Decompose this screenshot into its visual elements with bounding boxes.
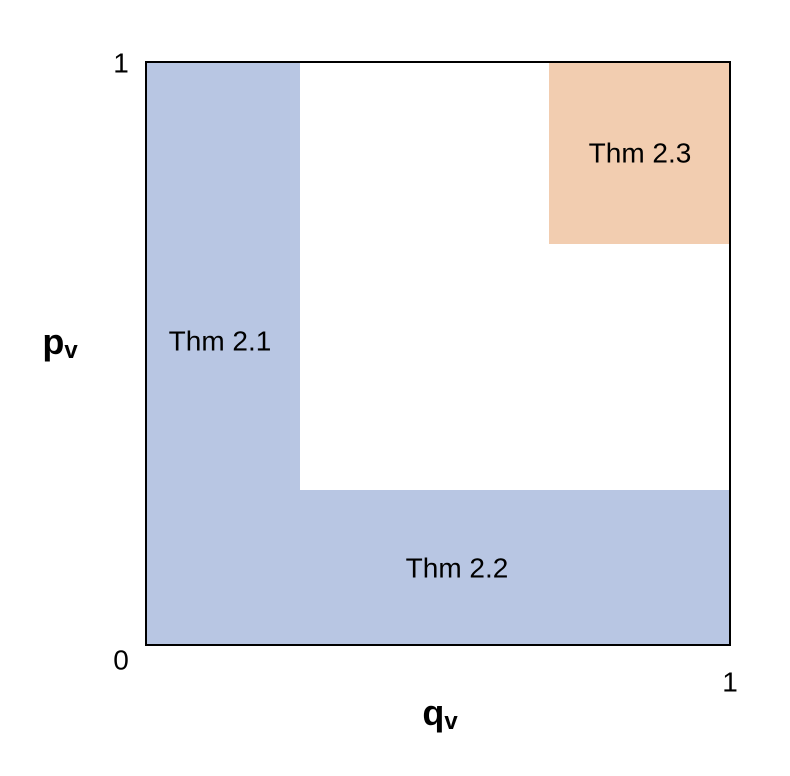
y-axis-title-main: p [42,321,64,362]
y-axis-title: pv [42,321,78,365]
y-top-label: 1 [113,47,129,78]
region-thm-2-3 [549,62,730,244]
region-label: Thm 2.3 [589,137,692,168]
region-label: Thm 2.2 [406,552,509,583]
y-axis-title-sub: v [64,337,78,364]
x-axis-title-sub: v [444,708,458,735]
unit-square [145,61,731,646]
x-right-label: 1 [722,666,738,697]
x-axis-title-main: q [422,692,444,733]
x-axis-title: qv [422,692,458,736]
region-label: Thm 2.1 [169,325,272,356]
origin-label: 0 [113,644,129,675]
region-thm-2-2 [146,490,730,645]
